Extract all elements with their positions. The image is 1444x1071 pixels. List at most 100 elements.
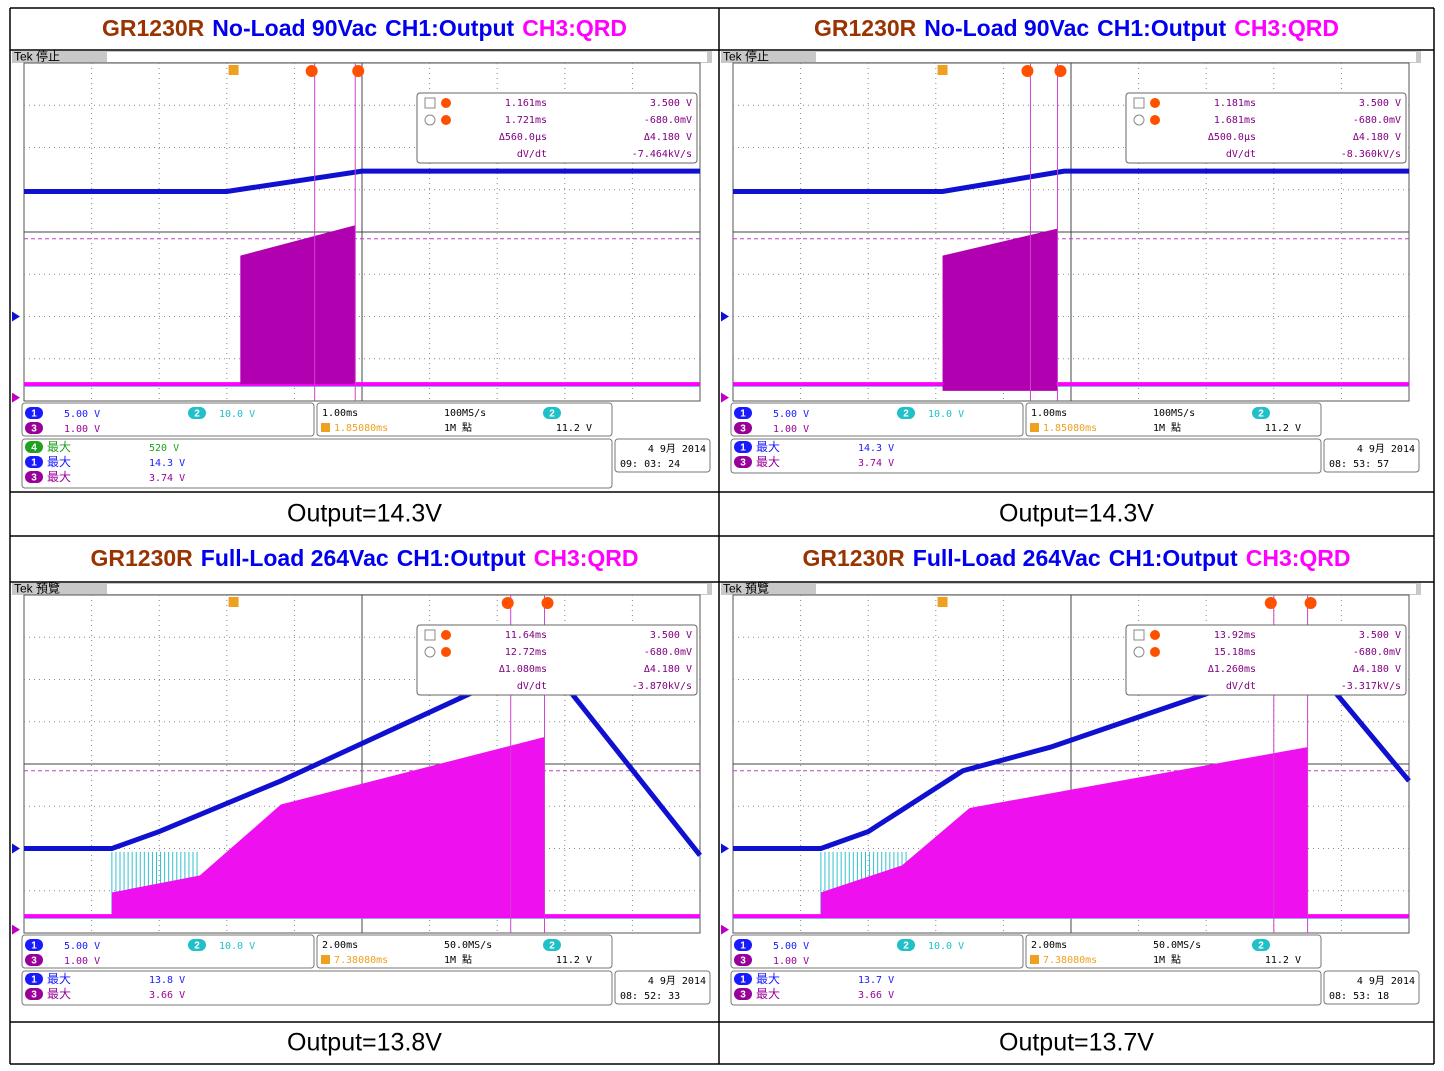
channel-id: 1 (740, 975, 746, 986)
header-record (816, 52, 1416, 62)
record-length: 1M 點 (1153, 421, 1181, 434)
readout-value: Δ1.080ms (499, 664, 547, 675)
title-part: Full-Load 264Vac (201, 545, 389, 571)
trigger-position: 7.38080ms (1043, 955, 1097, 966)
channel-id: 3 (740, 458, 746, 469)
measure-label: 最大 (47, 972, 71, 986)
measure-value: 14.3 V (858, 443, 894, 454)
sample-rate: 100MS/s (444, 408, 486, 419)
measure-label: 最大 (47, 440, 71, 454)
page: GR1230R No-Load 90Vac CH1:Output CH3:QRD Out… (0, 0, 1444, 1066)
measure-panel (22, 971, 612, 1005)
sample-rate: 50.0MS/s (444, 940, 492, 951)
title-part: CH1:Output (385, 15, 514, 41)
cursor-marker (1054, 65, 1066, 77)
cursor-b-badge (1150, 647, 1160, 657)
measure-value: 520 V (149, 443, 179, 454)
measure-label: 最大 (47, 455, 71, 469)
time: 08: 52: 33 (620, 991, 680, 1002)
readout-value: -680.0mV (644, 647, 692, 658)
channel-id: 4 (31, 443, 37, 454)
readout-value: 1.181ms (1214, 98, 1256, 109)
timebase-scale: 1.00ms (1031, 408, 1067, 419)
cell-title: GR1230RFull-Load 264VacCH1:OutputCH3:QRD (91, 545, 639, 571)
readout-value: Δ1.260ms (1208, 664, 1256, 675)
readout-value: dV/dt (517, 681, 547, 692)
measure-label: 最大 (756, 455, 780, 469)
readout-value: 13.92ms (1214, 630, 1256, 641)
cursor-marker (542, 597, 554, 609)
title-part: GR1230R (803, 545, 906, 571)
caption: Output=14.3V (999, 500, 1154, 528)
channel-id: 2 (549, 941, 555, 952)
cursor-a-badge (441, 98, 451, 108)
title-part: GR1230R (102, 15, 205, 41)
cursor-marker (1305, 597, 1317, 609)
channel-id: 1 (31, 975, 37, 986)
status: Tek 預覽 (723, 582, 769, 596)
date: 4 9月 2014 (1357, 443, 1415, 455)
cursor-a-badge (441, 630, 451, 640)
measure-value: 3.66 V (858, 990, 894, 1001)
channel-scale: 10.0 V (219, 941, 255, 952)
header-record (107, 584, 707, 594)
sample-rate: 50.0MS/s (1153, 940, 1201, 951)
trigger-marker (938, 65, 948, 75)
trigger-level: 11.2 V (1265, 423, 1301, 434)
readout-value: -3.317kV/s (1341, 681, 1401, 692)
record-length: 1M 點 (444, 953, 472, 966)
measure-panel (731, 971, 1321, 1005)
title-part: No-Load 90Vac (212, 15, 377, 41)
readout-value: Δ4.180 V (644, 664, 692, 675)
measure-label: 最大 (756, 972, 780, 986)
channel-id: 3 (31, 473, 37, 484)
scope-screen: Tek 預覽 13.92ms 15.18ms Δ1.260ms dV/dt 3.500 V… (721, 582, 1421, 1005)
readout-value: Δ500.0µs (1208, 132, 1256, 143)
title-part: CH1:Output (1109, 545, 1238, 571)
header-record (816, 584, 1416, 594)
readout-value: 3.500 V (650, 630, 692, 641)
record-length: 1M 點 (1153, 953, 1181, 966)
readout-value: -680.0mV (644, 115, 692, 126)
title-part: GR1230R (91, 545, 194, 571)
title-part: CH3:QRD (1246, 545, 1351, 571)
scope-screen: Tek 預覽11.64ms12.72msΔ1.080msdV/dt3.500 V… (12, 582, 712, 1005)
readout-value: -7.464kV/s (632, 149, 692, 160)
title-part: CH3:QRD (522, 15, 627, 41)
ch3-marker (721, 393, 729, 403)
readout-value: dV/dt (517, 149, 547, 160)
cell-title: GR1230R No-Load 90Vac CH1:Output CH3:QRD (102, 15, 627, 41)
channel-scale: 10.0 V (219, 409, 255, 420)
trigger-position: 1.85080ms (1043, 423, 1097, 434)
readout-value: Δ4.180 V (1353, 132, 1401, 143)
readout-value: 15.18ms (1214, 647, 1256, 658)
title-part: No-Load 90Vac (924, 15, 1089, 41)
ch3-marker (12, 393, 20, 403)
sample-rate: 100MS/s (1153, 408, 1195, 419)
ch1-marker (721, 312, 729, 322)
measure-value: 13.7 V (858, 975, 894, 986)
channel-id: 2 (1258, 409, 1264, 420)
readout-value: 3.500 V (1359, 630, 1401, 641)
readout-value: 1.161ms (505, 98, 547, 109)
measure-value: 3.74 V (858, 458, 894, 469)
channel-scale: 5.00 V (773, 941, 809, 952)
cursor-marker (1265, 597, 1277, 609)
record-length: 1M 點 (444, 421, 472, 434)
measure-value: 3.66 V (149, 990, 185, 1001)
caption: Output=13.8V (287, 1029, 442, 1057)
title-part: GR1230R (814, 15, 917, 41)
time: 09: 03: 24 (620, 459, 680, 470)
channel-id: 2 (903, 409, 909, 420)
readout-value: Δ560.0µs (499, 132, 547, 143)
title-part: CH1:Output (397, 545, 526, 571)
channel-id: 3 (31, 424, 37, 435)
ch1-marker (12, 312, 20, 322)
channel-scale: 5.00 V (64, 941, 100, 952)
measure-label: 最大 (47, 987, 71, 1001)
readout-value: dV/dt (1226, 681, 1256, 692)
channel-id: 2 (194, 409, 200, 420)
readout-value: 11.64ms (505, 630, 547, 641)
measure-label: 最大 (47, 470, 71, 484)
date: 4 9月 2014 (648, 975, 706, 987)
